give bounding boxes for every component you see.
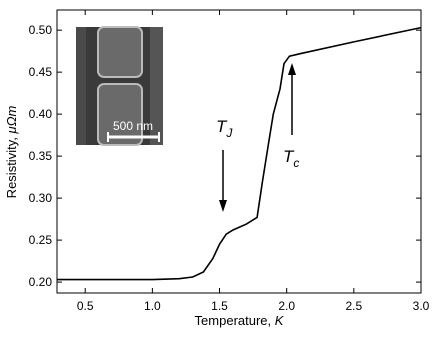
y-tick-label: 0.20 — [29, 275, 53, 289]
y-tick-label: 0.30 — [29, 191, 53, 205]
x-tick-label: 1.0 — [144, 299, 161, 313]
x-tick-label: 2.5 — [345, 299, 362, 313]
x-tick-label: 0.5 — [77, 299, 94, 313]
annotation-text: T — [283, 147, 295, 166]
y-tick-label: 0.45 — [29, 65, 53, 79]
plot-frame — [56, 9, 422, 294]
y-label-unit: μΩm — [4, 106, 19, 135]
data-line — [57, 26, 422, 281]
y-label-text: Resistivity, — [4, 137, 19, 198]
x-tick-label: 2.0 — [278, 299, 295, 313]
y-tick-label: 0.35 — [29, 149, 53, 163]
annotation: TJ — [216, 117, 233, 140]
annotation-subscript: J — [225, 126, 233, 140]
x-tick-label: 3.0 — [413, 299, 430, 313]
y-tick-label: 0.50 — [29, 23, 53, 37]
annotation: Tc — [283, 147, 299, 170]
annotation-subscript: c — [293, 156, 299, 170]
y-axis-label: Resistivity, μΩm — [4, 106, 19, 199]
inset-label: 500 nm — [113, 119, 153, 133]
inset-image: 500 nm — [76, 26, 163, 146]
x-tick-label: 1.5 — [211, 299, 228, 313]
arrow-head — [288, 63, 296, 75]
x-label-unit: K — [275, 313, 285, 328]
x-axis-label: Temperature, K — [195, 313, 285, 328]
annotation-text: T — [216, 117, 228, 136]
y-tick-label: 0.40 — [29, 107, 53, 121]
y-tick-label: 0.25 — [29, 233, 53, 247]
arrow-head — [219, 200, 227, 212]
x-label-text: Temperature, — [195, 313, 272, 328]
